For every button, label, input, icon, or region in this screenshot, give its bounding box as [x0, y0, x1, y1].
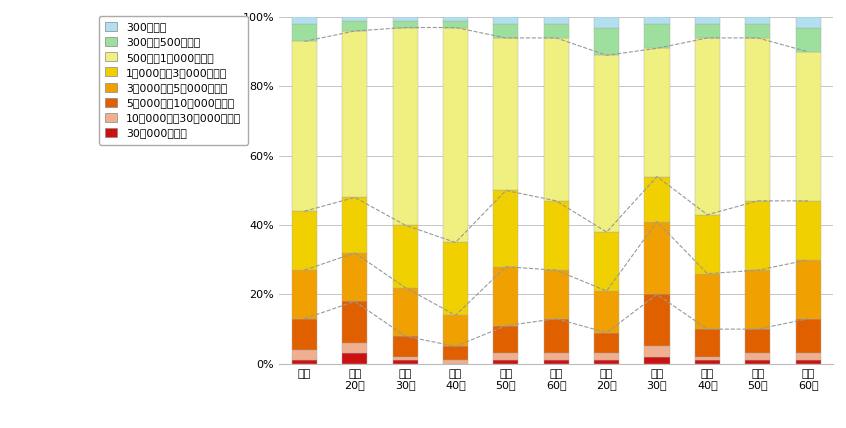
- Bar: [695, 17, 720, 24]
- Bar: [292, 17, 317, 24]
- Bar: [795, 201, 821, 260]
- Bar: [795, 319, 821, 354]
- Bar: [342, 17, 367, 21]
- Bar: [745, 360, 771, 364]
- Bar: [544, 354, 569, 360]
- Bar: [544, 319, 569, 354]
- Bar: [594, 17, 619, 27]
- Bar: [443, 360, 468, 364]
- Bar: [493, 360, 519, 364]
- Bar: [292, 24, 317, 42]
- Bar: [745, 201, 771, 270]
- Bar: [544, 24, 569, 38]
- Bar: [695, 38, 720, 215]
- Bar: [493, 267, 519, 326]
- Bar: [393, 336, 418, 357]
- Bar: [443, 17, 468, 21]
- Bar: [292, 211, 317, 270]
- Bar: [645, 48, 669, 177]
- Bar: [745, 270, 771, 329]
- Bar: [393, 360, 418, 364]
- Bar: [645, 222, 669, 294]
- Bar: [393, 288, 418, 336]
- Bar: [645, 347, 669, 357]
- Bar: [342, 197, 367, 253]
- Bar: [544, 201, 569, 270]
- Bar: [493, 17, 519, 24]
- Bar: [745, 354, 771, 360]
- Bar: [292, 42, 317, 211]
- Bar: [594, 291, 619, 333]
- Bar: [342, 21, 367, 31]
- Bar: [292, 270, 317, 319]
- Bar: [695, 215, 720, 273]
- Bar: [795, 27, 821, 52]
- Bar: [393, 225, 418, 288]
- Bar: [745, 17, 771, 24]
- Bar: [745, 24, 771, 38]
- Bar: [594, 333, 619, 354]
- Bar: [594, 27, 619, 55]
- Bar: [795, 260, 821, 319]
- Bar: [443, 347, 468, 360]
- Bar: [544, 270, 569, 319]
- Bar: [393, 357, 418, 360]
- Legend: 300円未満, 300円～500円未満, 500円～1，000円未満, 1，000円～3，000円未満, 3，000円～5，000円未満, 5，000円～10，: 300円未満, 300円～500円未満, 500円～1，000円未満, 1，00…: [99, 15, 248, 145]
- Bar: [443, 27, 468, 242]
- Bar: [342, 343, 367, 354]
- Bar: [645, 294, 669, 347]
- Bar: [292, 350, 317, 360]
- Bar: [594, 55, 619, 232]
- Bar: [645, 24, 669, 48]
- Bar: [443, 315, 468, 347]
- Bar: [795, 52, 821, 201]
- Bar: [544, 38, 569, 201]
- Bar: [594, 354, 619, 360]
- Bar: [443, 21, 468, 27]
- Bar: [342, 31, 367, 197]
- Bar: [745, 329, 771, 354]
- Bar: [795, 17, 821, 27]
- Bar: [645, 357, 669, 364]
- Bar: [745, 38, 771, 201]
- Bar: [695, 360, 720, 364]
- Bar: [493, 354, 519, 360]
- Bar: [544, 360, 569, 364]
- Bar: [795, 354, 821, 360]
- Bar: [594, 360, 619, 364]
- Bar: [795, 360, 821, 364]
- Bar: [695, 273, 720, 329]
- Bar: [493, 326, 519, 354]
- Bar: [695, 357, 720, 360]
- Bar: [645, 17, 669, 24]
- Bar: [645, 177, 669, 222]
- Bar: [292, 360, 317, 364]
- Bar: [443, 242, 468, 315]
- Bar: [342, 253, 367, 301]
- Bar: [695, 329, 720, 357]
- Bar: [292, 319, 317, 350]
- Bar: [493, 38, 519, 190]
- Bar: [393, 27, 418, 225]
- Bar: [342, 301, 367, 343]
- Bar: [342, 354, 367, 364]
- Bar: [393, 17, 418, 21]
- Bar: [594, 232, 619, 291]
- Bar: [544, 17, 569, 24]
- Bar: [493, 190, 519, 267]
- Bar: [493, 24, 519, 38]
- Bar: [695, 24, 720, 38]
- Bar: [393, 21, 418, 27]
